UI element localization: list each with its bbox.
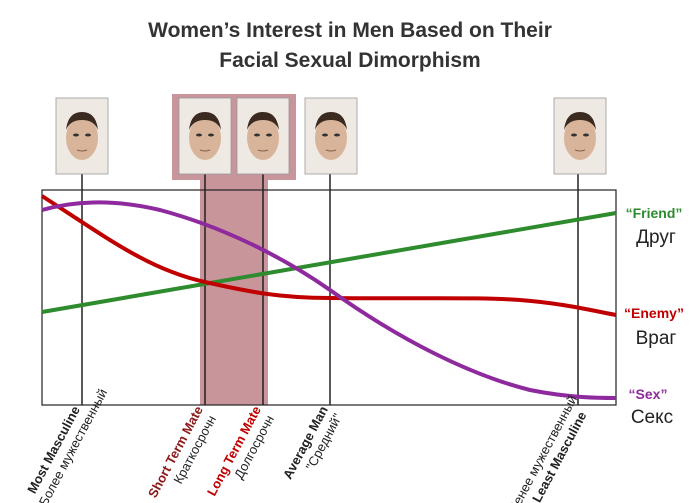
friend-curve (41, 211, 617, 314)
face (553, 97, 607, 175)
face (55, 97, 109, 175)
title: Facial Sexual Dimorphism (219, 49, 480, 72)
face (304, 97, 358, 175)
face (236, 97, 290, 175)
curve-label-ru: Секс (631, 407, 673, 428)
curve-label-ru: Друг (636, 227, 676, 248)
marker-lines (81, 170, 579, 405)
marker-label: Least Masculine Менее мужественный (505, 393, 590, 503)
curve-label: “Friend” (626, 205, 683, 221)
marker-label: Average Man "Средний" (280, 403, 345, 481)
marker-label: Most Masculine Более мужественный (24, 386, 110, 503)
enemy-curve (40, 194, 617, 317)
curve-label: “Sex” (629, 386, 668, 402)
face (178, 97, 232, 175)
curve-label-ru: Враг (636, 328, 677, 349)
title: Women’s Interest in Men Based on Their (148, 19, 552, 42)
curve-label: “Enemy” (624, 305, 684, 321)
sex-curve (41, 200, 617, 400)
plot-frame (41, 189, 617, 406)
